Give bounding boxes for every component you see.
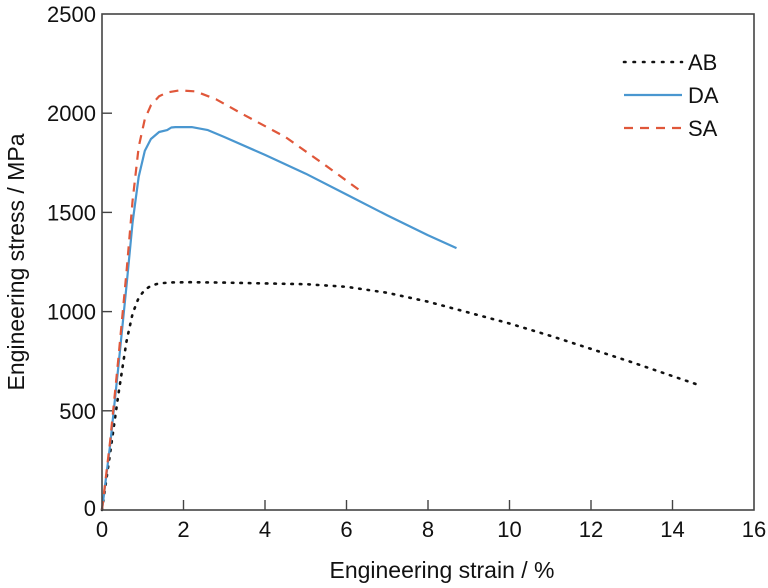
y-tick-label: 0 bbox=[84, 496, 96, 521]
y-axis-ticks: 0 500 1000 1500 2000 2500 bbox=[47, 2, 112, 521]
y-axis-title: Engineering stress / MPa bbox=[3, 133, 29, 390]
legend-label-sa: SA bbox=[688, 116, 718, 141]
x-tick-label: 12 bbox=[579, 517, 603, 542]
plot-frame bbox=[101, 13, 755, 511]
x-axis-ticks: 0 2 4 6 8 10 12 14 16 bbox=[96, 500, 766, 542]
y-tick-label: 1500 bbox=[47, 200, 96, 225]
series-line-sa bbox=[100, 89, 364, 511]
x-tick-label: 4 bbox=[259, 517, 271, 542]
legend: AB DA SA bbox=[622, 50, 719, 141]
x-tick-label: 6 bbox=[340, 517, 352, 542]
x-tick-label: 8 bbox=[422, 517, 434, 542]
x-tick-label: 16 bbox=[742, 517, 766, 542]
y-tick-label: 1000 bbox=[47, 300, 96, 325]
legend-label-ab: AB bbox=[688, 50, 717, 75]
series-layer bbox=[100, 89, 699, 512]
x-tick-label: 10 bbox=[497, 517, 521, 542]
x-tick-label: 0 bbox=[96, 517, 108, 542]
x-axis-title: Engineering strain / % bbox=[329, 557, 554, 583]
x-tick-label: 14 bbox=[660, 517, 684, 542]
series-line-ab bbox=[100, 280, 699, 512]
y-tick-label: 500 bbox=[59, 399, 96, 424]
legend-label-da: DA bbox=[688, 83, 719, 108]
series-line-da bbox=[100, 125, 457, 511]
y-tick-label: 2000 bbox=[47, 101, 96, 126]
y-tick-label: 2500 bbox=[47, 2, 96, 27]
x-tick-label: 2 bbox=[177, 517, 189, 542]
